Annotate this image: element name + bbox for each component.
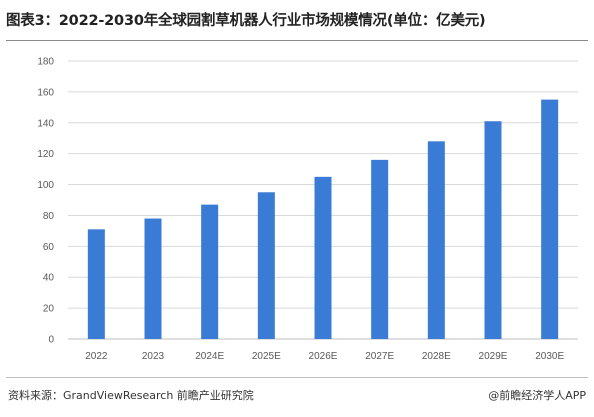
title-divider [6, 40, 588, 41]
bar-2024E [201, 204, 219, 339]
bars [87, 99, 559, 339]
x-tick-label: 2023 [142, 351, 165, 362]
x-tick-label: 2025E [252, 351, 281, 362]
bar-2030E [541, 99, 559, 339]
y-tick-label: 180 [37, 57, 54, 68]
x-tick-label: 2024E [195, 351, 224, 362]
x-tick-label: 2026E [309, 351, 338, 362]
bar-2028E [427, 141, 445, 339]
y-tick-label: 120 [37, 149, 54, 160]
x-tick-label: 2029E [479, 351, 508, 362]
x-tick-label: 2022 [85, 351, 108, 362]
y-tick-label: 80 [43, 211, 55, 222]
bar-2022 [87, 229, 105, 339]
y-tick-label: 140 [37, 118, 54, 129]
y-tick-label: 40 [43, 273, 55, 284]
x-tick-label: 2027E [365, 351, 394, 362]
y-tick-label: 20 [43, 304, 55, 315]
y-tick-label: 160 [37, 87, 54, 98]
bar-2026E [314, 176, 332, 339]
source-note: 资料来源：GrandViewResearch 前瞻产业研究院 [8, 389, 254, 402]
x-tick-label: 2028E [422, 351, 451, 362]
bar-2023 [144, 218, 162, 339]
x-axis-ticks: 2022 2023 2024E 2025E 2026E 2027E 2028E 2029E 20… [85, 351, 564, 362]
y-tick-label: 0 [48, 335, 54, 346]
footer-divider [6, 377, 588, 378]
y-tick-label: 60 [43, 242, 55, 253]
y-axis-ticks: 0 20 40 60 80 100 120 140 160 180 [37, 57, 54, 346]
credit-note: @前瞻经济学人APP [488, 389, 586, 402]
x-tick-label: 2030E [535, 351, 564, 362]
chart-title: 图表3：2022-2030年全球园割草机器人行业市场规模情况(单位：亿美元) [6, 13, 486, 29]
y-tick-label: 100 [37, 180, 54, 191]
bar-2025E [257, 192, 275, 339]
bar-2027E [371, 159, 389, 339]
bar-2029E [484, 121, 502, 339]
